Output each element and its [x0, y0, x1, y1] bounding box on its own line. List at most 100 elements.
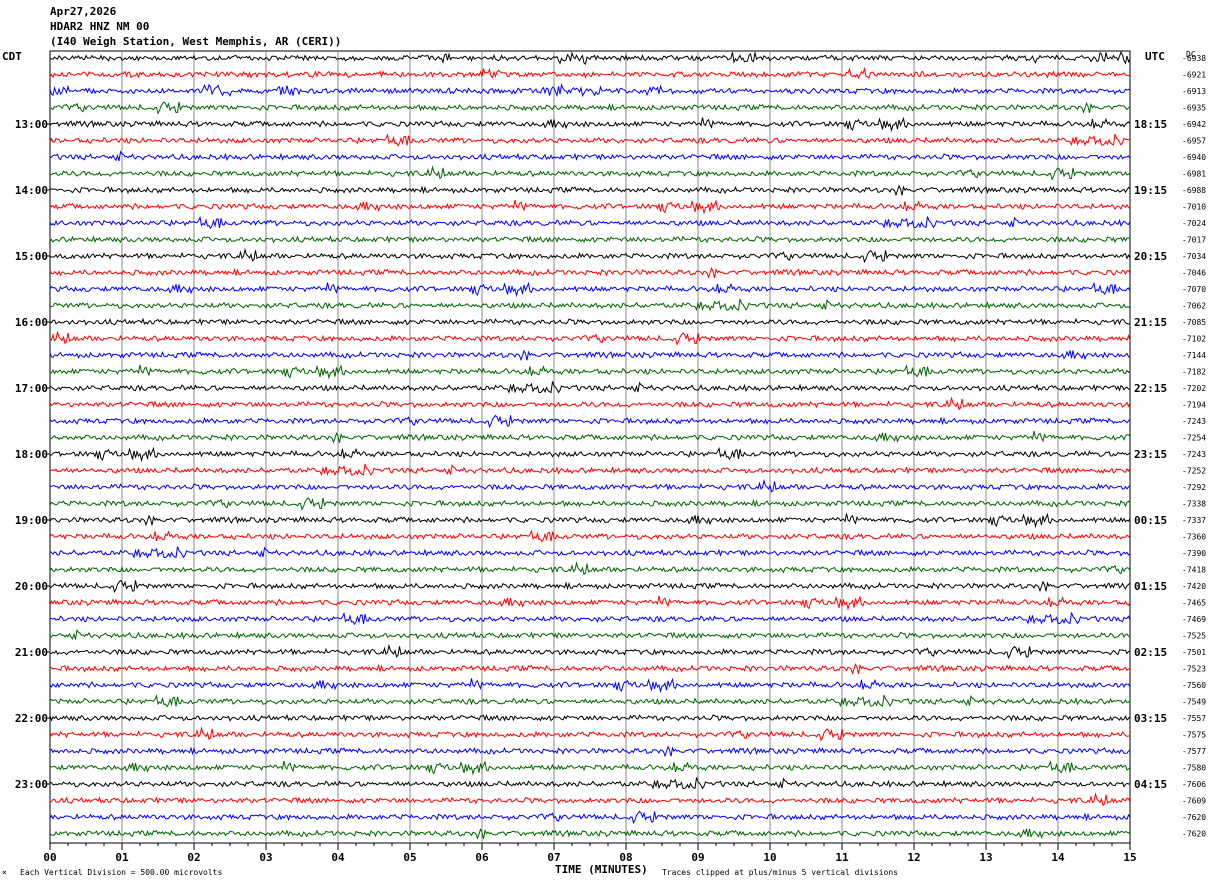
x-tick-label: 01 — [115, 851, 129, 864]
scale-icon: × — [2, 868, 7, 877]
utc-hour-label: 01:15 — [1134, 580, 1167, 593]
utc-hour-label: 02:15 — [1134, 646, 1167, 659]
cdt-hour-label: 23:00 — [15, 778, 48, 791]
dc-offset-label: -7202 — [1182, 384, 1206, 393]
dc-offset-label: -7062 — [1182, 302, 1206, 311]
x-tick-label: 10 — [763, 851, 776, 864]
trace-40 — [49, 713, 1131, 722]
utc-hour-label: 22:15 — [1134, 382, 1167, 395]
dc-offset-label: -7577 — [1182, 747, 1206, 756]
trace-6 — [49, 150, 1131, 162]
utc-hour-label: 20:15 — [1134, 250, 1167, 263]
trace-39 — [49, 694, 1131, 708]
dc-offset-label: -7469 — [1182, 615, 1206, 624]
trace-13 — [49, 266, 1131, 279]
x-tick-label: 14 — [1051, 851, 1065, 864]
cdt-hour-label: 16:00 — [15, 316, 48, 329]
utc-hour-label: 21:15 — [1134, 316, 1167, 329]
dc-offset-label: -7024 — [1182, 219, 1206, 228]
trace-24 — [49, 446, 1131, 463]
dc-offset-label: -7606 — [1182, 780, 1206, 789]
trace-42 — [49, 745, 1131, 758]
dc-offset-label: -6938 — [1182, 54, 1206, 63]
dc-offset-label: -7620 — [1182, 813, 1206, 822]
dc-offset-label: -6957 — [1182, 137, 1206, 146]
dc-offset-label: -7182 — [1182, 368, 1206, 377]
cdt-hour-label: 20:00 — [15, 580, 48, 593]
utc-hour-label: 19:15 — [1134, 184, 1167, 197]
dc-offset-label: -7034 — [1182, 252, 1206, 261]
dc-offset-label: -7046 — [1182, 269, 1206, 278]
cdt-hour-label: 21:00 — [15, 646, 48, 659]
dc-header: DC — [1186, 50, 1196, 59]
x-tick-label: 11 — [835, 851, 849, 864]
x-tick-label: 09 — [691, 851, 704, 864]
dc-offset-label: -7010 — [1182, 203, 1206, 212]
trace-35 — [49, 629, 1131, 640]
cdt-hour-label: 18:00 — [15, 448, 48, 461]
dc-offset-label: -7070 — [1182, 285, 1206, 294]
trace-36 — [49, 643, 1131, 660]
trace-10 — [49, 215, 1131, 230]
dc-offset-label: -7418 — [1182, 566, 1206, 575]
station-label: HDAR2 HNZ NM 00 — [50, 20, 150, 33]
trace-4 — [49, 116, 1131, 133]
cdt-hour-label: 13:00 — [15, 118, 48, 131]
trace-14 — [49, 281, 1131, 298]
cdt-label: CDT — [2, 50, 22, 63]
date-label: Apr27,2026 — [50, 5, 117, 18]
x-tick-label: 07 — [547, 851, 560, 864]
dc-offset-label: -7575 — [1182, 731, 1206, 740]
dc-offset-label: -7609 — [1182, 797, 1206, 806]
x-tick-label: 02 — [187, 851, 200, 864]
x-tick-label: 05 — [403, 851, 416, 864]
utc-hour-label: 18:15 — [1134, 118, 1167, 131]
dc-offset-label: -7557 — [1182, 714, 1206, 723]
trace-23 — [49, 430, 1131, 444]
utc-hour-label: 03:15 — [1134, 712, 1167, 725]
trace-16 — [49, 317, 1131, 326]
scale-note: Each Vertical Division = 500.00 microvol… — [20, 868, 223, 877]
cdt-hour-label: 15:00 — [15, 250, 48, 263]
trace-45 — [49, 792, 1131, 807]
trace-46 — [49, 810, 1131, 825]
dc-offset-label: -7420 — [1182, 582, 1206, 591]
plot-frame — [49, 50, 1131, 844]
trace-21 — [49, 396, 1131, 411]
dc-offset-label: -6921 — [1182, 71, 1206, 80]
trace-38 — [49, 677, 1131, 694]
dc-offset-label: -6988 — [1182, 186, 1206, 195]
utc-hour-label: 04:15 — [1134, 778, 1167, 791]
trace-2 — [49, 82, 1131, 98]
dc-offset-label: -7254 — [1182, 434, 1206, 443]
location-label: (I40 Weigh Station, West Memphis, AR (CE… — [50, 35, 342, 48]
trace-11 — [49, 235, 1131, 244]
dc-offset-label: -7252 — [1182, 467, 1206, 476]
trace-43 — [49, 760, 1131, 776]
x-tick-label: 00 — [43, 851, 56, 864]
trace-31 — [49, 561, 1131, 576]
trace-29 — [49, 529, 1131, 543]
dc-offset-label: -7465 — [1182, 599, 1206, 608]
trace-33 — [49, 595, 1131, 611]
x-axis-title: TIME (MINUTES) — [555, 863, 648, 876]
cdt-hour-label: 22:00 — [15, 712, 48, 725]
trace-28 — [49, 512, 1131, 529]
trace-9 — [49, 199, 1131, 215]
x-tick-label: 04 — [331, 851, 345, 864]
dc-offset-label: -7525 — [1182, 632, 1206, 641]
trace-12 — [49, 247, 1131, 264]
dc-offset-label: -6981 — [1182, 170, 1206, 179]
trace-47 — [49, 827, 1131, 840]
dc-offset-label: -7194 — [1182, 401, 1206, 410]
trace-20 — [49, 381, 1131, 394]
dc-offset-label: -7102 — [1182, 335, 1206, 344]
x-tick-label: 03 — [259, 851, 272, 864]
dc-offset-label: -7501 — [1182, 648, 1206, 657]
dc-offset-label: -7620 — [1182, 830, 1206, 839]
dc-offset-label: -6913 — [1182, 87, 1206, 96]
x-tick-label: 12 — [907, 851, 920, 864]
dc-offset-label: -7523 — [1182, 665, 1206, 674]
trace-8 — [49, 184, 1131, 197]
